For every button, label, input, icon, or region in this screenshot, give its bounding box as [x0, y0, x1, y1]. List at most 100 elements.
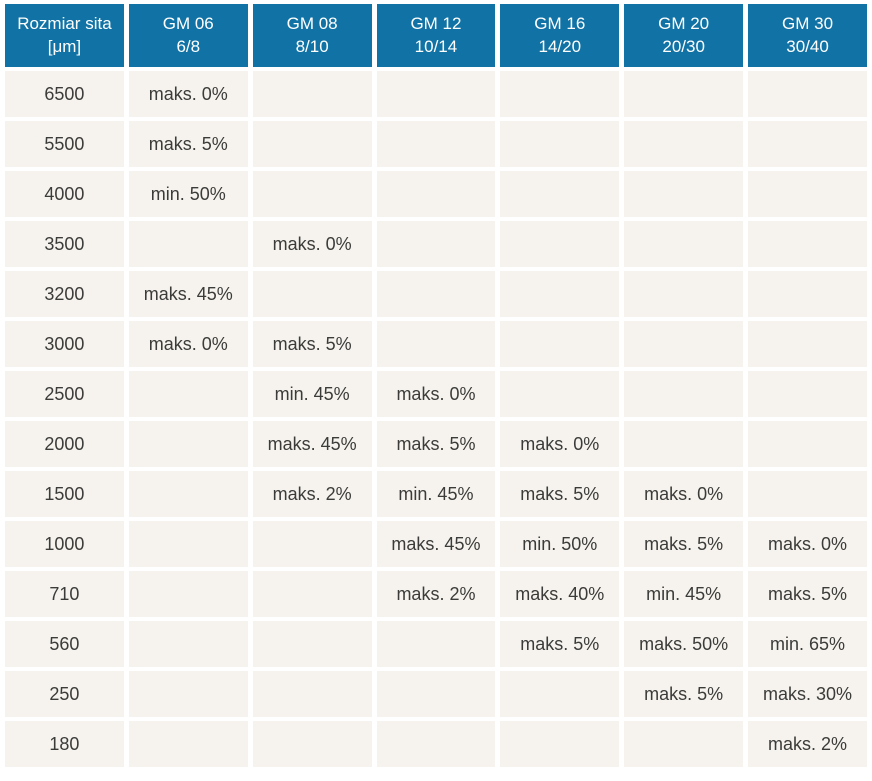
value-cell: maks. 0%	[128, 321, 248, 367]
value-cell	[252, 621, 372, 667]
value-cell	[252, 571, 372, 617]
table-row: 1000 maks. 45% min. 50% maks. 5% maks. 0…	[5, 521, 867, 567]
value-cell: maks. 0%	[748, 521, 867, 567]
value-cell	[624, 271, 744, 317]
value-cell	[252, 71, 372, 117]
value-cell: maks. 5%	[624, 671, 744, 717]
value-cell: maks. 5%	[252, 321, 372, 367]
sieve-size-cell: 5500	[5, 121, 124, 167]
value-cell	[624, 221, 744, 267]
col-header-gm30: GM 30 30/40	[748, 4, 867, 67]
value-cell: maks. 50%	[624, 621, 744, 667]
col-header-line2: 10/14	[414, 36, 458, 56]
col-header-line1: GM 30	[782, 14, 834, 34]
value-cell	[500, 221, 620, 267]
col-header-gm08: GM 08 8/10	[252, 4, 372, 67]
table-row: 3200 maks. 45%	[5, 271, 867, 317]
table-row: 5500 maks. 5%	[5, 121, 867, 167]
value-cell	[500, 671, 620, 717]
value-cell	[128, 371, 248, 417]
value-cell: maks. 5%	[748, 571, 867, 617]
table-row: 3500 maks. 0%	[5, 221, 867, 267]
value-cell: maks. 0%	[624, 471, 744, 517]
table-row: 250 maks. 5% maks. 30%	[5, 671, 867, 717]
col-header-line2: 8/10	[295, 36, 329, 56]
table-row: 2500 min. 45% maks. 0%	[5, 371, 867, 417]
value-cell	[128, 721, 248, 767]
value-cell: maks. 2%	[376, 571, 496, 617]
col-header-line2: 6/8	[176, 36, 201, 56]
table-row: 4000 min. 50%	[5, 171, 867, 217]
value-cell	[748, 171, 867, 217]
value-cell	[500, 121, 620, 167]
value-cell	[376, 321, 496, 367]
value-cell	[500, 321, 620, 367]
value-cell: maks. 0%	[376, 371, 496, 417]
sieve-size-cell: 6500	[5, 71, 124, 117]
sieve-size-cell: 2500	[5, 371, 124, 417]
col-header-gm20: GM 20 20/30	[624, 4, 744, 67]
col-header-line2: 30/40	[786, 36, 829, 56]
value-cell	[748, 321, 867, 367]
sieve-size-cell: 1000	[5, 521, 124, 567]
value-cell: maks. 5%	[500, 471, 620, 517]
value-cell: min. 50%	[500, 521, 620, 567]
value-cell	[624, 371, 744, 417]
value-cell	[376, 271, 496, 317]
value-cell	[500, 271, 620, 317]
value-cell	[376, 721, 496, 767]
value-cell	[128, 221, 248, 267]
sieve-size-cell: 3000	[5, 321, 124, 367]
value-cell	[252, 121, 372, 167]
value-cell	[748, 471, 867, 517]
value-cell	[128, 521, 248, 567]
value-cell	[128, 471, 248, 517]
value-cell: maks. 5%	[624, 521, 744, 567]
value-cell: maks. 45%	[252, 421, 372, 467]
value-cell: maks. 2%	[252, 471, 372, 517]
value-cell	[252, 721, 372, 767]
value-cell	[252, 671, 372, 717]
table-row: 6500 maks. 0%	[5, 71, 867, 117]
col-header-gm16: GM 16 14/20	[500, 4, 620, 67]
value-cell	[500, 171, 620, 217]
sieve-size-cell: 180	[5, 721, 124, 767]
value-cell: min. 45%	[252, 371, 372, 417]
value-cell: min. 45%	[624, 571, 744, 617]
value-cell	[500, 371, 620, 417]
value-cell: maks. 5%	[376, 421, 496, 467]
table-row: 180 maks. 2%	[5, 721, 867, 767]
sieve-size-cell: 1500	[5, 471, 124, 517]
value-cell	[128, 671, 248, 717]
value-cell: maks. 2%	[748, 721, 867, 767]
table-row: 560 maks. 5% maks. 50% min. 65%	[5, 621, 867, 667]
value-cell: maks. 0%	[500, 421, 620, 467]
value-cell: maks. 45%	[128, 271, 248, 317]
value-cell: min. 65%	[748, 621, 867, 667]
value-cell	[624, 721, 744, 767]
value-cell: maks. 5%	[500, 621, 620, 667]
sieve-size-cell: 3500	[5, 221, 124, 267]
value-cell	[748, 271, 867, 317]
header-row: Rozmiar sita [μm] GM 06 6/8 GM 08 8/10 G…	[5, 4, 867, 67]
value-cell: maks. 0%	[252, 221, 372, 267]
value-cell	[376, 621, 496, 667]
value-cell	[128, 621, 248, 667]
col-header-line1: GM 06	[162, 14, 214, 34]
value-cell	[748, 221, 867, 267]
value-cell	[624, 121, 744, 167]
col-header-line1: Rozmiar sita	[17, 14, 112, 34]
value-cell	[376, 671, 496, 717]
value-cell	[376, 121, 496, 167]
table-row: 3000 maks. 0% maks. 5%	[5, 321, 867, 367]
table-body: 6500 maks. 0% 5500 maks. 5% 4000 min. 50…	[5, 71, 867, 767]
value-cell: maks. 40%	[500, 571, 620, 617]
value-cell	[748, 371, 867, 417]
sieve-size-cell: 560	[5, 621, 124, 667]
value-cell: min. 50%	[128, 171, 248, 217]
value-cell	[376, 171, 496, 217]
value-cell	[748, 421, 867, 467]
value-cell	[252, 271, 372, 317]
col-header-line1: GM 16	[534, 14, 586, 34]
